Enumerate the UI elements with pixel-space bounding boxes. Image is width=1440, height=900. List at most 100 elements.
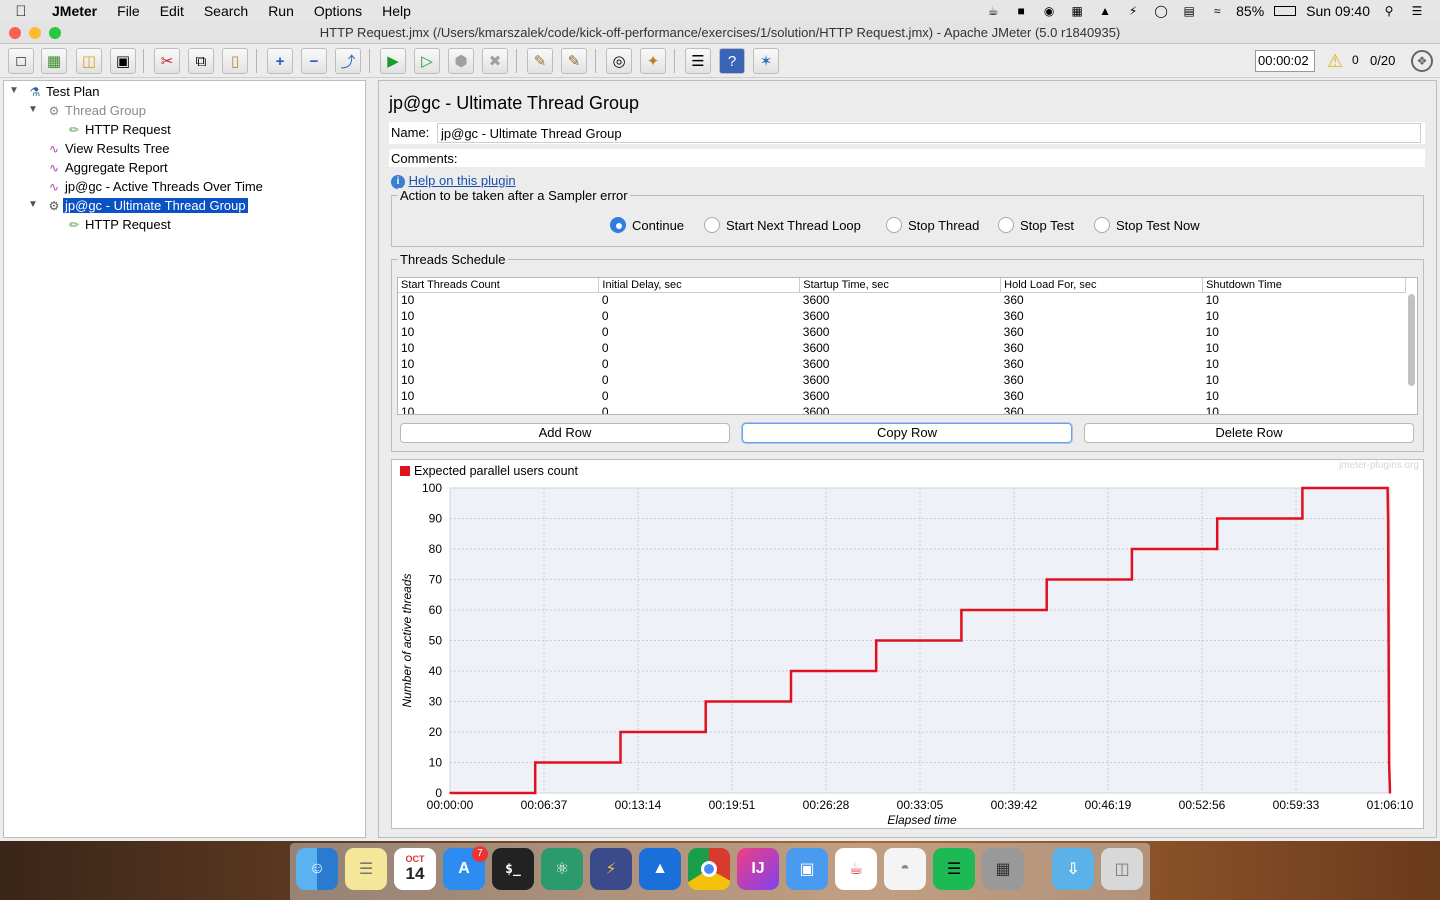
spotlight-search-icon[interactable]: ⚲ xyxy=(1384,4,1394,18)
table-cell[interactable]: 360 xyxy=(1003,373,1024,387)
table-cell[interactable]: 3600 xyxy=(802,325,830,339)
pitcher-icon[interactable]: ◓ xyxy=(884,848,926,890)
table-cell[interactable]: 3600 xyxy=(802,389,830,403)
table-cell[interactable]: 3600 xyxy=(802,309,830,323)
menu-app-name[interactable]: JMeter xyxy=(52,3,98,19)
finder-icon[interactable]: ☺ xyxy=(296,848,338,890)
table-cell[interactable]: 360 xyxy=(1003,293,1024,308)
apple-icon[interactable]:  xyxy=(0,3,42,20)
column-header[interactable]: Startup Time, sec xyxy=(799,278,1002,293)
schedule-table[interactable]: Start Threads Count Initial Delay, sec S… xyxy=(397,277,1418,415)
table-cell[interactable]: 10 xyxy=(1205,389,1219,403)
chrome-icon[interactable] xyxy=(688,848,730,890)
table-cell[interactable]: 10 xyxy=(1205,405,1219,415)
azure-icon[interactable]: ▲ xyxy=(639,848,681,890)
reset-search-icon[interactable]: ✦ xyxy=(640,48,666,74)
status-glasses-icon[interactable]: ◯ xyxy=(1154,4,1168,18)
trash-icon[interactable]: ◫ xyxy=(1101,848,1143,890)
copy-row-button[interactable]: Copy Row xyxy=(742,423,1072,443)
table-cell[interactable]: 360 xyxy=(1003,325,1024,339)
table-row[interactable]: 10 0 3600 360 10 xyxy=(398,372,1406,388)
menu-file[interactable]: File xyxy=(117,3,140,19)
status-mug-icon[interactable]: ☕ xyxy=(987,4,999,18)
table-cell[interactable]: 10 xyxy=(401,389,415,403)
table-cell[interactable]: 0 xyxy=(601,373,609,387)
menu-edit[interactable]: Edit xyxy=(159,3,184,19)
shutdown-icon[interactable]: ✖ xyxy=(482,48,508,74)
name-input[interactable] xyxy=(437,123,1421,143)
atom-icon[interactable]: ⚛ xyxy=(541,848,583,890)
save-icon[interactable]: ▣ xyxy=(110,48,136,74)
status-circle-icon[interactable]: ◉ xyxy=(1043,4,1055,18)
keynote-icon[interactable]: ▣ xyxy=(786,848,828,890)
help-link[interactable]: Help on this plugin xyxy=(408,173,516,188)
table-cell[interactable]: 10 xyxy=(401,373,415,387)
table-cell[interactable]: 10 xyxy=(1205,357,1219,371)
table-cell[interactable]: 10 xyxy=(401,357,415,371)
clock[interactable]: Sun 09:40 xyxy=(1306,3,1370,19)
table-row[interactable]: 10 0 3600 360 10 xyxy=(398,292,1406,308)
battery-icon[interactable] xyxy=(1274,6,1297,16)
table-cell[interactable]: 3600 xyxy=(802,373,830,387)
clear-all-icon[interactable]: ✎ xyxy=(561,48,587,74)
table-row[interactable]: 10 0 3600 360 10 xyxy=(398,324,1406,340)
table-cell[interactable]: 10 xyxy=(401,325,415,339)
function-helper-icon[interactable]: ☰ xyxy=(685,48,711,74)
radio-stop-test[interactable]: Stop Test xyxy=(998,217,1074,233)
table-cell[interactable]: 0 xyxy=(601,341,609,355)
table-row[interactable]: 10 0 3600 360 10 xyxy=(398,356,1406,372)
spotify-icon[interactable]: ☰ xyxy=(933,848,975,890)
radio-start-next-thread-loop[interactable]: Start Next Thread Loop xyxy=(704,217,861,233)
table-cell[interactable]: 0 xyxy=(601,293,609,308)
tree-node-view-results-tree[interactable]: ∿ View Results Tree xyxy=(45,139,172,158)
collapse-toggle-icon[interactable]: ▼ xyxy=(28,104,38,115)
status-docker-icon[interactable]: ▦ xyxy=(1071,4,1083,18)
table-cell[interactable]: 10 xyxy=(401,341,415,355)
table-cell[interactable]: 3600 xyxy=(802,293,830,308)
table-cell[interactable]: 360 xyxy=(1003,405,1024,415)
status-memory-icon[interactable]: ▤ xyxy=(1183,4,1195,18)
table-cell[interactable]: 10 xyxy=(401,293,415,308)
table-cell[interactable]: 0 xyxy=(601,389,609,403)
column-header[interactable]: Hold Load For, sec xyxy=(1000,278,1204,293)
new-icon[interactable]: □ xyxy=(8,48,34,74)
table-row[interactable]: 10 0 3600 360 10 xyxy=(398,340,1406,356)
table-cell[interactable]: 360 xyxy=(1003,309,1024,323)
table-cell[interactable]: 0 xyxy=(601,357,609,371)
table-scrollbar[interactable] xyxy=(1408,294,1415,386)
status-bolt-icon[interactable]: ⚡ xyxy=(1128,4,1138,18)
stop-icon[interactable]: ⬢ xyxy=(448,48,474,74)
wifi-icon[interactable]: ≈ xyxy=(1213,4,1221,18)
table-cell[interactable]: 10 xyxy=(1205,325,1219,339)
radio-continue[interactable]: Continue xyxy=(610,217,684,233)
calendar-icon[interactable]: OCT 14 xyxy=(394,848,436,890)
search-binoculars-icon[interactable]: ◎ xyxy=(606,48,632,74)
notification-center-icon[interactable]: ☰ xyxy=(1411,4,1423,18)
open-folder-icon[interactable]: ◫ xyxy=(76,48,102,74)
clear-icon[interactable]: ✎ xyxy=(527,48,553,74)
split-pane-divider[interactable] xyxy=(367,80,377,838)
column-header[interactable]: Shutdown Time xyxy=(1202,278,1406,293)
table-cell[interactable]: 10 xyxy=(1205,309,1219,323)
table-cell[interactable]: 10 xyxy=(401,405,415,415)
table-cell[interactable]: 0 xyxy=(601,405,609,415)
templates-icon[interactable]: ▦ xyxy=(41,48,67,74)
table-cell[interactable]: 3600 xyxy=(802,357,830,371)
help-icon[interactable]: ? xyxy=(719,48,745,74)
java-icon[interactable]: ☕ xyxy=(835,848,877,890)
table-cell[interactable]: 360 xyxy=(1003,341,1024,355)
tree-node-http-request[interactable]: ✏ HTTP Request xyxy=(65,215,173,234)
toggle-icon[interactable]: ⤴ xyxy=(335,48,361,74)
tree-node-ultimate-thread-group[interactable]: ⚙ jp@gc - Ultimate Thread Group xyxy=(45,196,248,215)
table-cell[interactable]: 10 xyxy=(1205,373,1219,387)
add-row-button[interactable]: Add Row xyxy=(400,423,730,443)
delete-row-button[interactable]: Delete Row xyxy=(1084,423,1414,443)
radio-stop-test-now[interactable]: Stop Test Now xyxy=(1094,217,1200,233)
tree-node-aggregate-report[interactable]: ∿ Aggregate Report xyxy=(45,158,170,177)
collapse-toggle-icon[interactable]: ▼ xyxy=(9,85,19,96)
table-cell[interactable]: 10 xyxy=(401,309,415,323)
warning-icon[interactable]: ⚠ xyxy=(1327,51,1344,71)
copy-icon[interactable]: ⧉ xyxy=(188,48,214,74)
expand-icon[interactable]: + xyxy=(267,48,293,74)
radio-stop-thread[interactable]: Stop Thread xyxy=(886,217,979,233)
